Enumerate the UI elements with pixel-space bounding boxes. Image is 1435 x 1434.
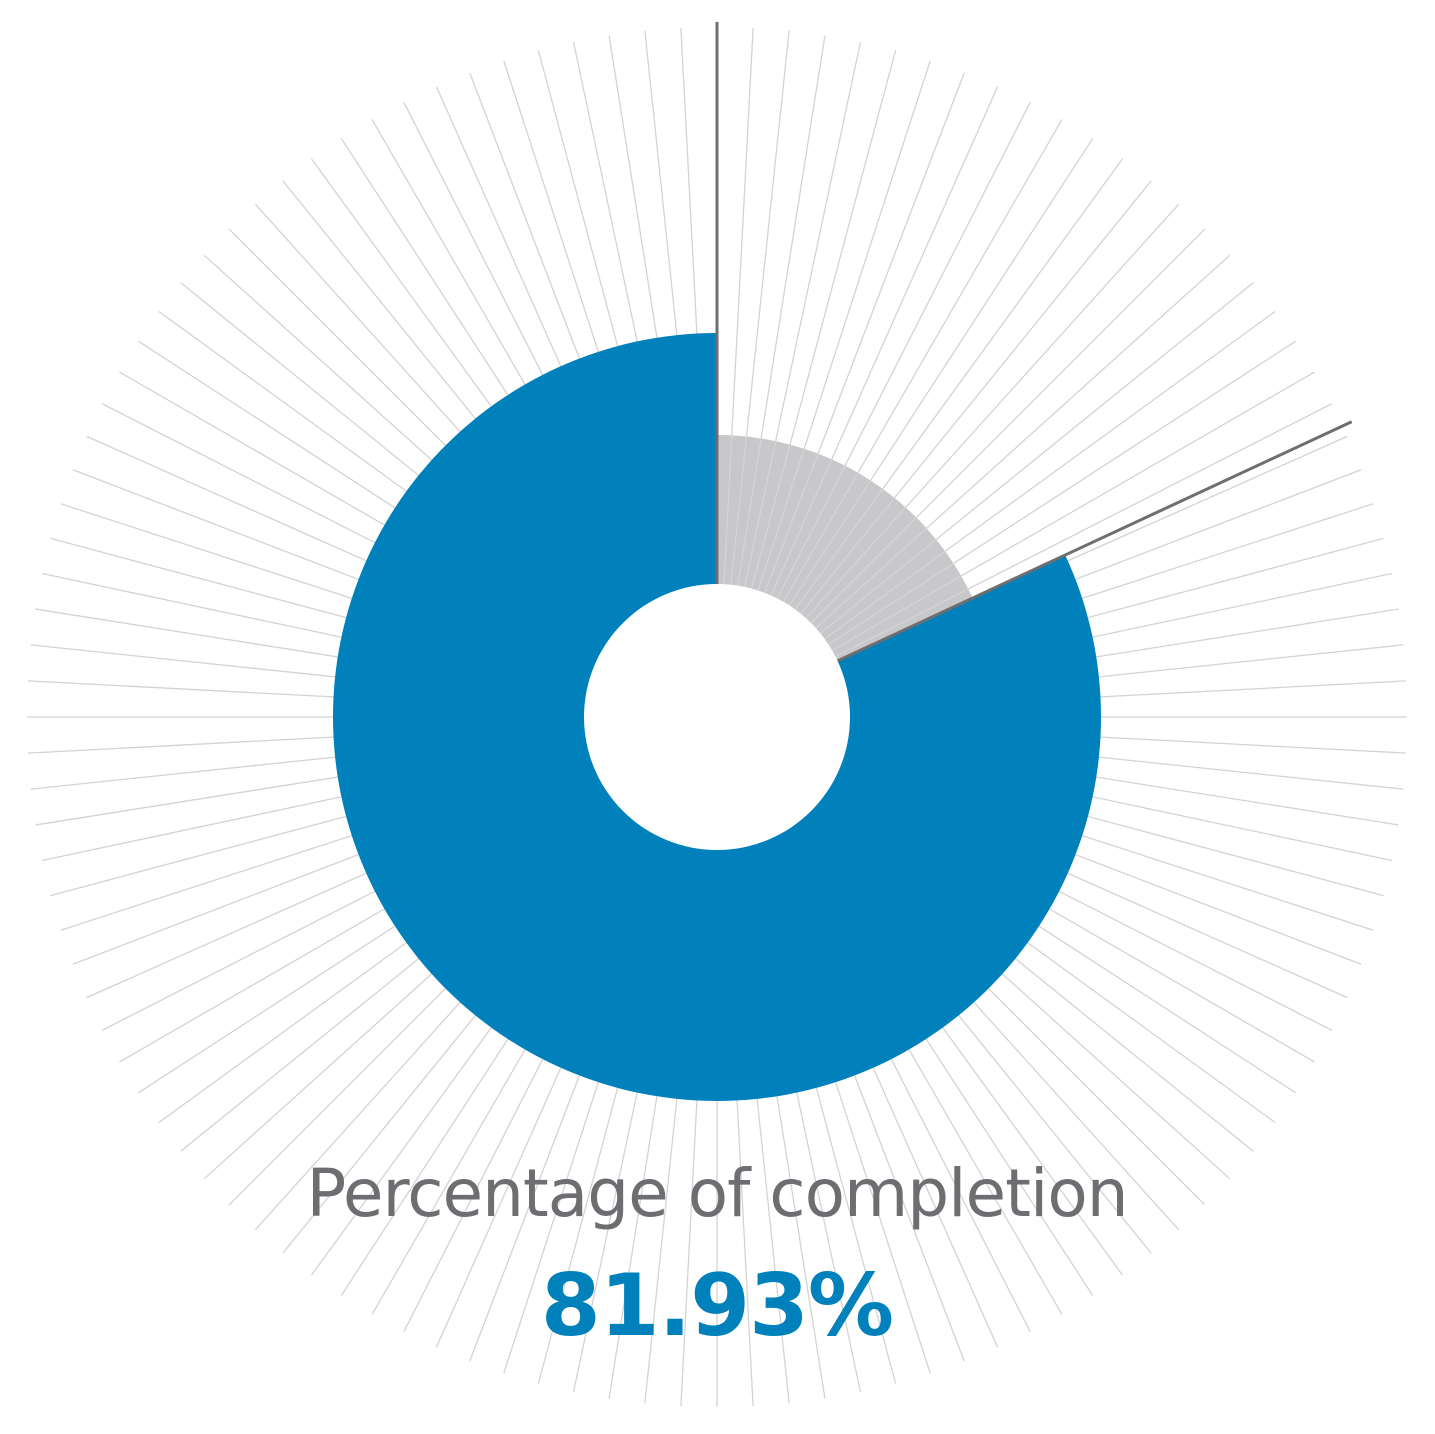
donut-hole: [584, 584, 850, 850]
marker-line-end: [836, 420, 1353, 663]
completion-value: 81.93%: [541, 1256, 893, 1356]
chart-label: Percentage of completion: [306, 1155, 1127, 1232]
